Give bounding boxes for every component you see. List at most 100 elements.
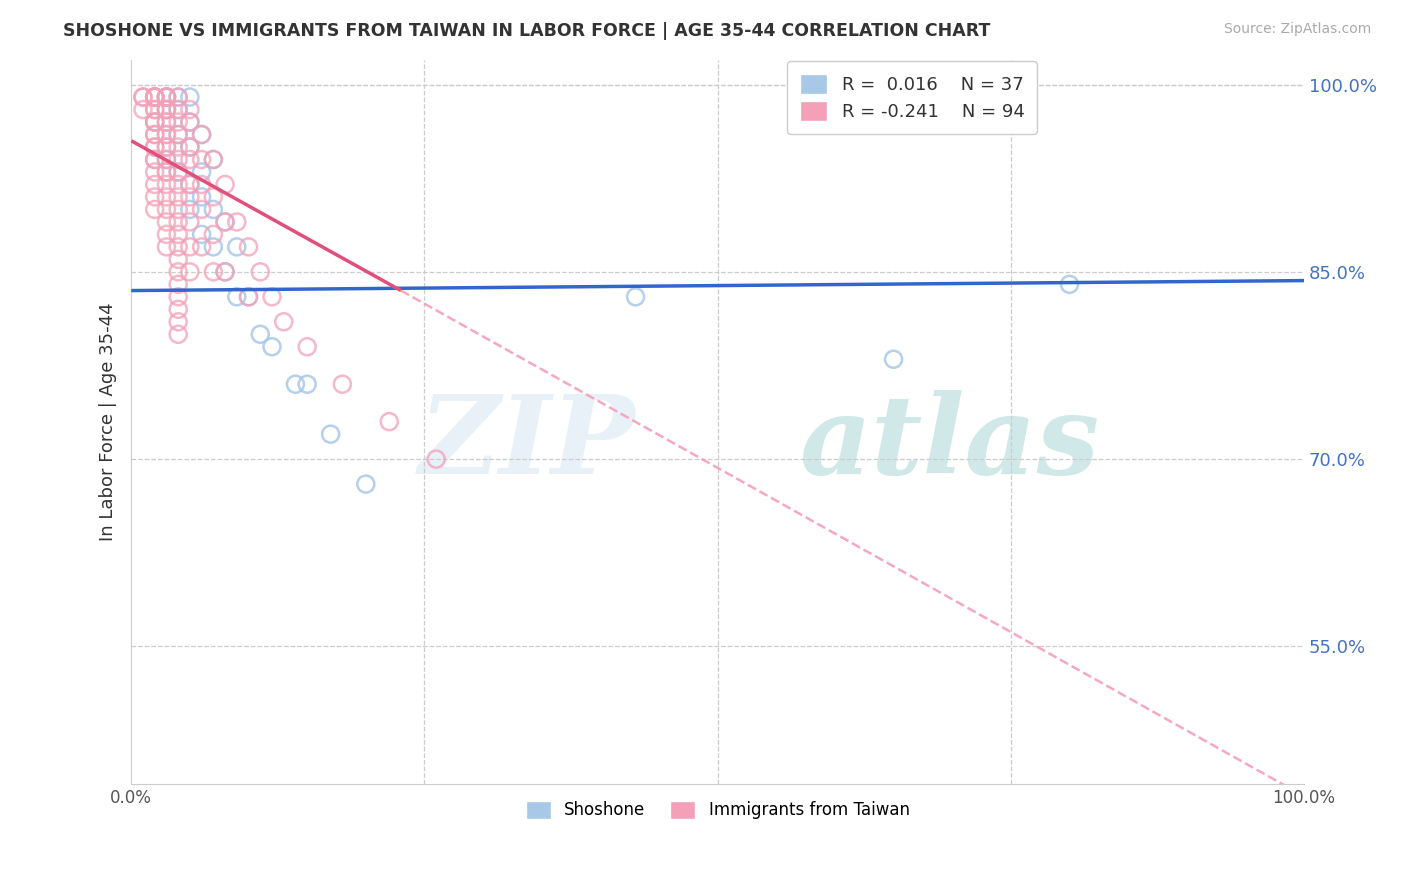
- Point: [155, 90, 177, 104]
- Point: [179, 90, 201, 104]
- Point: [167, 128, 190, 142]
- Point: [202, 202, 225, 217]
- Point: [155, 90, 177, 104]
- Point: [155, 153, 177, 167]
- Text: atlas: atlas: [800, 390, 1099, 497]
- Point: [167, 90, 190, 104]
- Point: [179, 178, 201, 192]
- Point: [202, 265, 225, 279]
- Point: [883, 352, 905, 367]
- Point: [260, 290, 283, 304]
- Point: [155, 165, 177, 179]
- Point: [214, 178, 236, 192]
- Point: [155, 90, 177, 104]
- Point: [202, 153, 225, 167]
- Point: [155, 90, 177, 104]
- Point: [143, 103, 166, 117]
- Point: [143, 90, 166, 104]
- Point: [167, 190, 190, 204]
- Point: [143, 153, 166, 167]
- Point: [143, 153, 166, 167]
- Point: [143, 90, 166, 104]
- Point: [202, 240, 225, 254]
- Point: [143, 90, 166, 104]
- Point: [155, 140, 177, 154]
- Point: [143, 178, 166, 192]
- Point: [143, 115, 166, 129]
- Point: [190, 165, 212, 179]
- Point: [179, 190, 201, 204]
- Point: [238, 290, 260, 304]
- Point: [179, 215, 201, 229]
- Point: [167, 153, 190, 167]
- Point: [238, 240, 260, 254]
- Point: [155, 165, 177, 179]
- Point: [179, 202, 201, 217]
- Point: [295, 340, 318, 354]
- Point: [179, 115, 201, 129]
- Point: [190, 227, 212, 242]
- Point: [179, 115, 201, 129]
- Point: [190, 128, 212, 142]
- Point: [132, 90, 155, 104]
- Point: [155, 178, 177, 192]
- Point: [155, 115, 177, 129]
- Point: [167, 215, 190, 229]
- Text: Source: ZipAtlas.com: Source: ZipAtlas.com: [1223, 22, 1371, 37]
- Point: [214, 215, 236, 229]
- Point: [179, 103, 201, 117]
- Point: [179, 153, 201, 167]
- Point: [249, 265, 271, 279]
- Point: [1059, 277, 1081, 292]
- Point: [179, 140, 201, 154]
- Point: [214, 265, 236, 279]
- Point: [319, 427, 342, 442]
- Legend: Shoshone, Immigrants from Taiwan: Shoshone, Immigrants from Taiwan: [519, 794, 917, 826]
- Point: [202, 190, 225, 204]
- Point: [143, 202, 166, 217]
- Point: [155, 153, 177, 167]
- Point: [155, 227, 177, 242]
- Point: [214, 265, 236, 279]
- Point: [167, 315, 190, 329]
- Point: [295, 377, 318, 392]
- Point: [167, 202, 190, 217]
- Point: [190, 153, 212, 167]
- Point: [155, 128, 177, 142]
- Point: [143, 115, 166, 129]
- Point: [132, 90, 155, 104]
- Point: [378, 415, 401, 429]
- Point: [273, 315, 295, 329]
- Point: [143, 128, 166, 142]
- Point: [202, 227, 225, 242]
- Point: [190, 190, 212, 204]
- Point: [167, 327, 190, 342]
- Point: [143, 140, 166, 154]
- Point: [155, 140, 177, 154]
- Point: [225, 215, 247, 229]
- Point: [202, 153, 225, 167]
- Point: [179, 178, 201, 192]
- Point: [167, 90, 190, 104]
- Point: [330, 377, 353, 392]
- Point: [167, 140, 190, 154]
- Point: [190, 202, 212, 217]
- Point: [155, 90, 177, 104]
- Point: [167, 103, 190, 117]
- Point: [132, 103, 155, 117]
- Point: [155, 215, 177, 229]
- Point: [167, 290, 190, 304]
- Text: ZIP: ZIP: [419, 390, 636, 497]
- Point: [143, 115, 166, 129]
- Point: [143, 140, 166, 154]
- Point: [190, 128, 212, 142]
- Point: [284, 377, 307, 392]
- Point: [143, 165, 166, 179]
- Point: [167, 252, 190, 267]
- Point: [225, 290, 247, 304]
- Point: [167, 277, 190, 292]
- Y-axis label: In Labor Force | Age 35-44: In Labor Force | Age 35-44: [100, 302, 117, 541]
- Point: [624, 290, 647, 304]
- Point: [167, 302, 190, 317]
- Point: [167, 165, 190, 179]
